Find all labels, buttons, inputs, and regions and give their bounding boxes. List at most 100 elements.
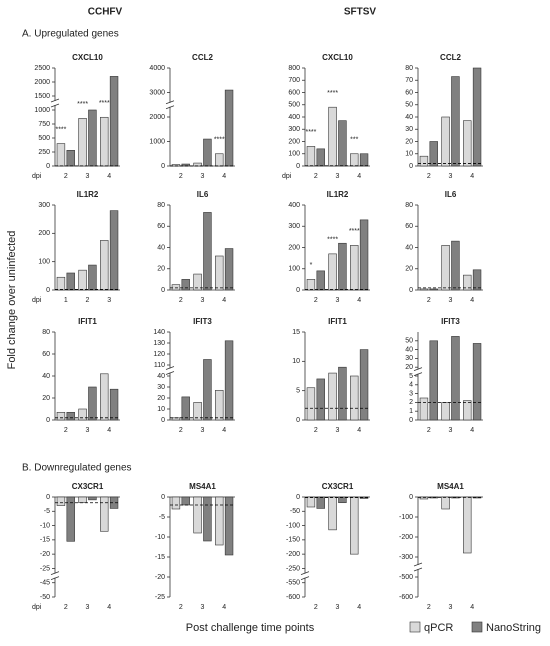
bar xyxy=(100,496,109,532)
y-tick-label: -25 xyxy=(40,565,50,572)
panel-title: IL1R2 xyxy=(77,190,99,199)
y-tick-label: 20 xyxy=(405,364,413,371)
y-tick-label: 700 xyxy=(288,77,300,84)
x-tick-label: 4 xyxy=(357,297,361,304)
bar xyxy=(100,373,109,421)
axis-break xyxy=(413,567,423,572)
x-tick-label: 2 xyxy=(314,173,318,180)
y-tick-label: -600 xyxy=(286,594,300,601)
y-tick-label: 300 xyxy=(288,126,300,133)
y-tick-label: -20 xyxy=(155,574,165,581)
y-tick-label: 0 xyxy=(161,163,165,170)
x-tick-label: 2 xyxy=(64,427,68,434)
y-tick-label: -150 xyxy=(286,537,300,544)
x-tick-label: 4 xyxy=(470,427,474,434)
y-tick-label: 30 xyxy=(405,355,413,362)
y-tick-label: -300 xyxy=(399,554,413,561)
y-tick-label: 100 xyxy=(288,266,300,273)
y-tick-label: 2000 xyxy=(34,79,50,86)
axis-break xyxy=(50,571,60,575)
bar xyxy=(451,240,460,291)
y-tick-label: 70 xyxy=(405,77,413,84)
y-tick-label: 0 xyxy=(46,494,50,501)
axis-break xyxy=(50,98,60,103)
bar xyxy=(224,248,234,291)
x-tick-label: 2 xyxy=(314,297,318,304)
panel-title: CCL2 xyxy=(440,53,461,62)
bar xyxy=(441,402,450,421)
y-tick-label: 300 xyxy=(288,223,300,230)
y-tick-label: -100 xyxy=(286,522,300,529)
significance: **** xyxy=(55,126,66,133)
bar xyxy=(316,270,325,291)
y-tick-label: -250 xyxy=(286,565,300,572)
bar xyxy=(441,116,450,167)
x-tick-label: 4 xyxy=(107,604,111,611)
x-tick-label: 3 xyxy=(449,297,453,304)
y-tick-label: 5 xyxy=(296,388,300,395)
y-tick-label: 100 xyxy=(288,151,300,158)
bar xyxy=(359,219,369,291)
y-tick-label: 80 xyxy=(405,202,413,209)
y-tick-label: -200 xyxy=(286,551,300,558)
bar xyxy=(306,279,316,291)
axis-break xyxy=(165,105,175,110)
dpi-label: dpi xyxy=(282,173,292,180)
axis-break xyxy=(165,100,175,105)
y-tick-label: 30 xyxy=(405,126,413,133)
y-tick-label: 1500 xyxy=(34,93,50,100)
section-label: B. Downregulated genes xyxy=(22,463,132,474)
x-tick-label: 4 xyxy=(470,173,474,180)
bar xyxy=(100,116,109,167)
axis-break xyxy=(300,576,310,580)
bar xyxy=(359,153,369,167)
bar xyxy=(429,141,438,167)
legend-swatch xyxy=(471,621,483,633)
x-tick-label: 4 xyxy=(222,427,226,434)
panel-title: CX3CR1 xyxy=(72,482,104,491)
bar xyxy=(203,212,212,291)
bar xyxy=(193,496,202,534)
bar xyxy=(203,138,212,167)
bar xyxy=(441,245,450,291)
dpi-label: dpi xyxy=(32,297,42,304)
y-tick-label: 20 xyxy=(157,395,165,402)
axis-break xyxy=(300,571,310,575)
y-tick-label: 40 xyxy=(405,346,413,353)
y-tick-label: 500 xyxy=(288,102,300,109)
y-tick-label: 0 xyxy=(296,417,300,424)
y-tick-label: 60 xyxy=(405,223,413,230)
y-tick-label: -550 xyxy=(286,580,300,587)
x-tick-label: 3 xyxy=(107,297,111,304)
panel-title: CXCL10 xyxy=(322,53,353,62)
x-tick-label: 3 xyxy=(201,297,205,304)
section-label: A. Upregulated genes xyxy=(22,29,119,40)
bar xyxy=(441,496,450,510)
x-tick-label: 3 xyxy=(336,427,340,434)
y-tick-label: 1000 xyxy=(149,138,165,145)
panel-title: CCL2 xyxy=(192,53,213,62)
bar xyxy=(451,76,460,167)
bar xyxy=(338,120,347,167)
panel-title: MS4A1 xyxy=(189,482,216,491)
y-tick-label: -500 xyxy=(399,574,413,581)
y-tick-label: 80 xyxy=(405,65,413,72)
x-tick-label: 2 xyxy=(314,604,318,611)
bar xyxy=(193,402,202,421)
x-tick-label: 4 xyxy=(357,427,361,434)
x-tick-label: 4 xyxy=(222,297,226,304)
dpi-label: dpi xyxy=(32,604,42,611)
panel-title: IFIT1 xyxy=(328,317,347,326)
bar xyxy=(328,106,337,167)
bar xyxy=(88,109,97,167)
y-tick-label: 0 xyxy=(46,287,50,294)
panel-title: CXCL10 xyxy=(72,53,103,62)
x-tick-label: 2 xyxy=(64,604,68,611)
panel-title: IL6 xyxy=(197,190,209,199)
y-tick-label: 250 xyxy=(38,149,50,156)
legend-label: NanoString xyxy=(486,622,541,634)
bar xyxy=(56,411,66,421)
significance: **** xyxy=(214,137,225,144)
significance: **** xyxy=(99,100,110,107)
y-tick-label: 110 xyxy=(154,362,165,369)
